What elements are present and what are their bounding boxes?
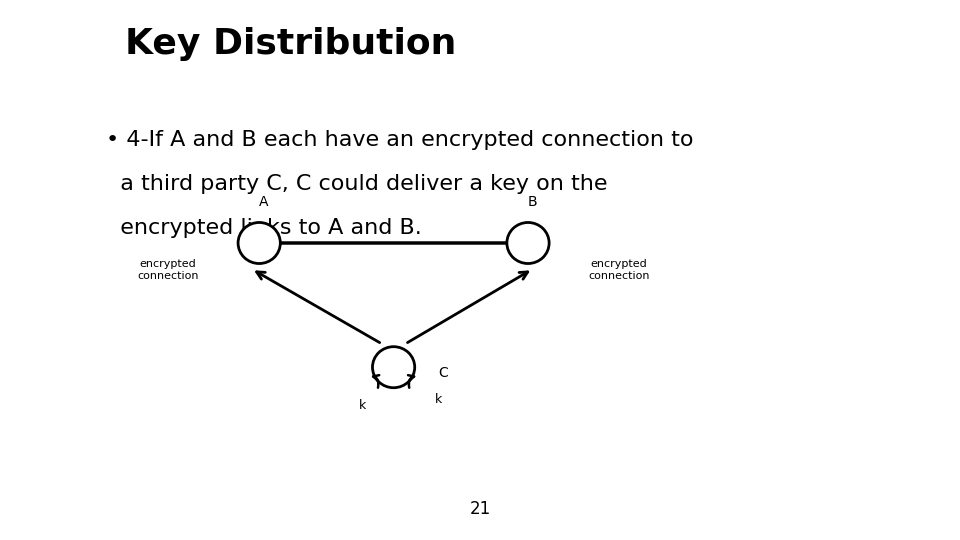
Text: k: k <box>359 399 367 411</box>
Text: a third party C, C could deliver a key on the: a third party C, C could deliver a key o… <box>106 174 607 194</box>
Text: • 4-If A and B each have an encrypted connection to: • 4-If A and B each have an encrypted co… <box>106 130 693 150</box>
Text: k: k <box>435 393 443 406</box>
Ellipse shape <box>372 347 415 388</box>
Text: B: B <box>528 195 538 209</box>
Text: C: C <box>439 366 448 380</box>
Text: Key Distribution: Key Distribution <box>125 27 456 61</box>
Text: A: A <box>259 195 269 209</box>
Text: encrypted
connection: encrypted connection <box>588 259 650 281</box>
Text: encrypted links to A and B.: encrypted links to A and B. <box>106 218 421 238</box>
Text: encrypted
connection: encrypted connection <box>137 259 199 281</box>
Ellipse shape <box>238 222 280 264</box>
Ellipse shape <box>507 222 549 264</box>
Text: 21: 21 <box>469 501 491 518</box>
